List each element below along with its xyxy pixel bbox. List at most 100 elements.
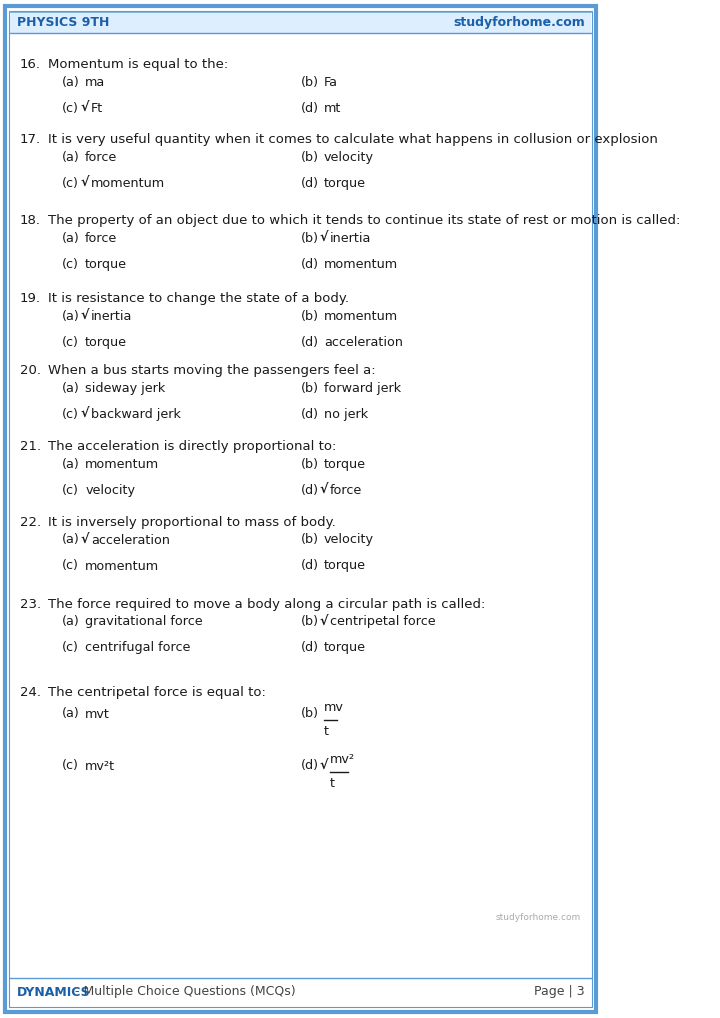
Text: inertia: inertia bbox=[91, 309, 132, 323]
Text: (d): (d) bbox=[301, 407, 319, 420]
Text: (c): (c) bbox=[62, 484, 78, 497]
Text: It is resistance to change the state of a body.: It is resistance to change the state of … bbox=[48, 292, 348, 305]
Text: (a): (a) bbox=[62, 708, 80, 721]
Text: studyforhome.com: studyforhome.com bbox=[495, 913, 580, 922]
Text: acceleration: acceleration bbox=[324, 336, 403, 348]
Text: (b): (b) bbox=[301, 616, 319, 628]
Text: The force required to move a body along a circular path is called:: The force required to move a body along … bbox=[48, 598, 485, 611]
Text: (a): (a) bbox=[62, 231, 80, 244]
Text: mt: mt bbox=[324, 102, 341, 114]
Text: ma: ma bbox=[85, 75, 105, 89]
Text: mv: mv bbox=[324, 701, 344, 714]
Text: √: √ bbox=[81, 407, 89, 420]
Text: When a bus starts moving the passengers feel a:: When a bus starts moving the passengers … bbox=[48, 364, 375, 377]
Text: (c): (c) bbox=[62, 336, 78, 348]
Text: 23.: 23. bbox=[20, 598, 41, 611]
Text: 22.: 22. bbox=[20, 516, 41, 529]
Text: torque: torque bbox=[324, 176, 366, 189]
Text: 21.: 21. bbox=[20, 440, 41, 453]
Text: (d): (d) bbox=[301, 560, 319, 572]
Text: (b): (b) bbox=[301, 75, 319, 89]
Text: (c): (c) bbox=[62, 407, 78, 420]
Text: sideway jerk: sideway jerk bbox=[85, 382, 166, 395]
Text: backward jerk: backward jerk bbox=[91, 407, 181, 420]
Text: (b): (b) bbox=[301, 151, 319, 164]
Text: force: force bbox=[85, 231, 117, 244]
Text: Fa: Fa bbox=[324, 75, 338, 89]
Text: centrifugal force: centrifugal force bbox=[85, 641, 191, 655]
Text: forward jerk: forward jerk bbox=[324, 382, 401, 395]
Text: The acceleration is directly proportional to:: The acceleration is directly proportiona… bbox=[48, 440, 336, 453]
Text: (b): (b) bbox=[301, 309, 319, 323]
Text: √: √ bbox=[81, 176, 89, 189]
Text: (d): (d) bbox=[301, 176, 319, 189]
Text: mv²: mv² bbox=[330, 753, 355, 766]
Text: torque: torque bbox=[85, 336, 127, 348]
Text: (c): (c) bbox=[62, 641, 78, 655]
Text: velocity: velocity bbox=[85, 484, 135, 497]
Text: PHYSICS 9TH: PHYSICS 9TH bbox=[17, 16, 109, 29]
Text: mvt: mvt bbox=[85, 708, 110, 721]
Text: Page | 3: Page | 3 bbox=[534, 985, 585, 999]
Text: (d): (d) bbox=[301, 258, 319, 271]
Text: (a): (a) bbox=[62, 309, 80, 323]
Text: √: √ bbox=[320, 484, 328, 497]
Bar bbox=[10, 12, 591, 33]
Text: force: force bbox=[85, 151, 117, 164]
Text: force: force bbox=[330, 484, 362, 497]
Text: acceleration: acceleration bbox=[91, 533, 170, 547]
Text: 17.: 17. bbox=[20, 133, 41, 146]
Text: (d): (d) bbox=[301, 102, 319, 114]
Text: (c): (c) bbox=[62, 258, 78, 271]
Text: (a): (a) bbox=[62, 457, 80, 470]
Text: 24.: 24. bbox=[20, 686, 41, 699]
Text: t: t bbox=[324, 725, 329, 738]
Text: √: √ bbox=[81, 309, 89, 323]
Text: momentum: momentum bbox=[324, 309, 398, 323]
Text: (a): (a) bbox=[62, 382, 80, 395]
Text: 16.: 16. bbox=[20, 58, 41, 71]
Text: (d): (d) bbox=[301, 641, 319, 655]
Text: 18.: 18. bbox=[20, 214, 41, 227]
Text: (b): (b) bbox=[301, 708, 319, 721]
Text: The centripetal force is equal to:: The centripetal force is equal to: bbox=[48, 686, 266, 699]
Text: torque: torque bbox=[324, 457, 366, 470]
Text: (d): (d) bbox=[301, 336, 319, 348]
Text: studyforhome.com: studyforhome.com bbox=[453, 16, 585, 29]
FancyBboxPatch shape bbox=[5, 6, 596, 1012]
Text: It is inversely proportional to mass of body.: It is inversely proportional to mass of … bbox=[48, 516, 336, 529]
Text: √: √ bbox=[320, 616, 328, 628]
Text: (d): (d) bbox=[301, 759, 319, 773]
Text: studyforhome.com: studyforhome.com bbox=[53, 573, 498, 883]
Text: (a): (a) bbox=[62, 533, 80, 547]
Text: - Multiple Choice Questions (MCQs): - Multiple Choice Questions (MCQs) bbox=[71, 985, 296, 999]
Text: (c): (c) bbox=[62, 102, 78, 114]
Text: (b): (b) bbox=[301, 533, 319, 547]
Text: √: √ bbox=[320, 759, 328, 773]
Text: (a): (a) bbox=[62, 616, 80, 628]
Text: t: t bbox=[330, 777, 335, 790]
Text: velocity: velocity bbox=[324, 533, 374, 547]
Text: √: √ bbox=[81, 102, 89, 114]
Text: (a): (a) bbox=[62, 151, 80, 164]
Text: (c): (c) bbox=[62, 560, 78, 572]
Text: no jerk: no jerk bbox=[324, 407, 368, 420]
Text: 20.: 20. bbox=[20, 364, 41, 377]
Text: Ft: Ft bbox=[91, 102, 103, 114]
Text: studyforhome.com: studyforhome.com bbox=[87, 333, 531, 643]
Text: (b): (b) bbox=[301, 231, 319, 244]
Text: (b): (b) bbox=[301, 382, 319, 395]
Text: momentum: momentum bbox=[324, 258, 398, 271]
Text: momentum: momentum bbox=[85, 560, 159, 572]
Text: centripetal force: centripetal force bbox=[330, 616, 436, 628]
Text: √: √ bbox=[81, 533, 89, 547]
Text: gravitational force: gravitational force bbox=[85, 616, 203, 628]
Text: (a): (a) bbox=[62, 75, 80, 89]
Text: The property of an object due to which it tends to continue its state of rest or: The property of an object due to which i… bbox=[48, 214, 680, 227]
Text: (c): (c) bbox=[62, 759, 78, 773]
Text: momentum: momentum bbox=[85, 457, 159, 470]
Text: 19.: 19. bbox=[20, 292, 41, 305]
Text: velocity: velocity bbox=[324, 151, 374, 164]
Text: (d): (d) bbox=[301, 484, 319, 497]
Text: torque: torque bbox=[324, 641, 366, 655]
